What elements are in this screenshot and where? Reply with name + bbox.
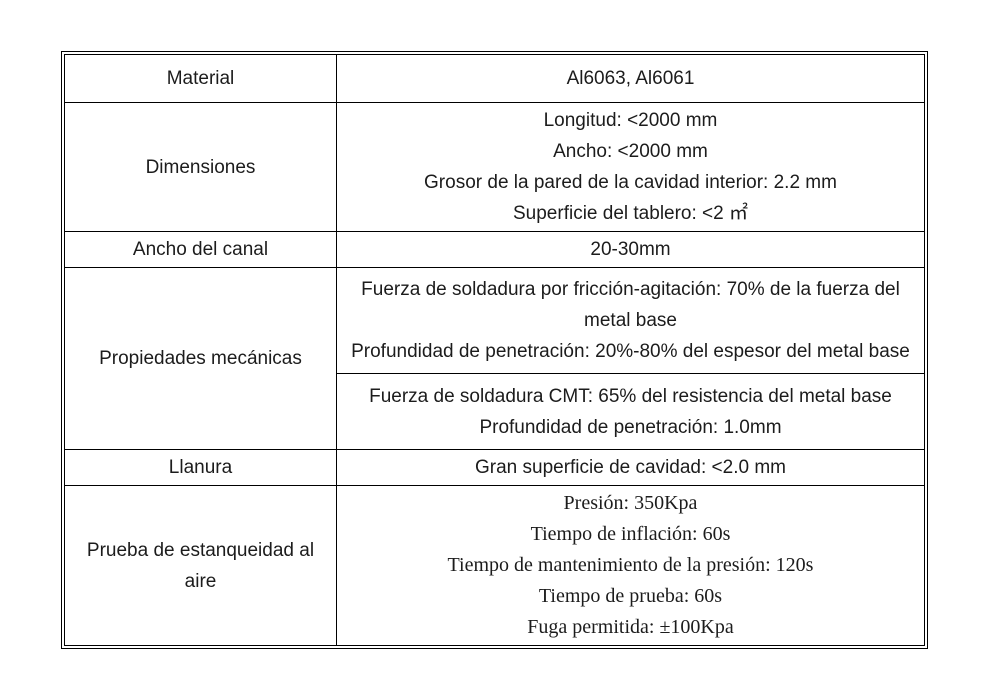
propiedades-cmt-line: Fuerza de soldadura CMT: 65% del resiste… bbox=[369, 385, 892, 407]
propiedades-friccion-cell: Fuerza de soldadura por fricción-agitaci… bbox=[336, 267, 925, 374]
prueba-line: Presión: 350Kpa bbox=[563, 492, 698, 514]
llanura-label-cell: Llanura bbox=[64, 449, 337, 486]
dimensiones-label: Dimensiones bbox=[145, 156, 256, 178]
dimensiones-line: Ancho: <2000 mm bbox=[553, 141, 708, 162]
prueba-line: Tiempo de mantenimiento de la presión: 1… bbox=[447, 554, 814, 576]
prueba-label: Prueba de estanqueidad al aire bbox=[86, 539, 315, 592]
prueba-line: Fuga permitida: ±100Kpa bbox=[527, 616, 734, 638]
material-value: Al6063, Al6061 bbox=[566, 68, 695, 89]
table-row: Dimensiones Longitud: <2000 mm Ancho: <2… bbox=[64, 102, 925, 232]
propiedades-friccion-line: Profundidad de penetración: 20%-80% del … bbox=[351, 341, 910, 362]
llanura-label: Llanura bbox=[168, 457, 233, 478]
llanura-value-cell: Gran superficie de cavidad: <2.0 mm bbox=[336, 449, 925, 486]
prueba-label-cell: Prueba de estanqueidad al aire bbox=[64, 485, 337, 646]
dimensiones-value-cell: Longitud: <2000 mm Ancho: <2000 mm Groso… bbox=[336, 102, 925, 232]
ancho-canal-label: Ancho del canal bbox=[132, 239, 269, 260]
material-label-cell: Material bbox=[64, 54, 337, 103]
ancho-canal-label-cell: Ancho del canal bbox=[64, 231, 337, 268]
prueba-line: Tiempo de prueba: 60s bbox=[538, 585, 723, 607]
llanura-value: Gran superficie de cavidad: <2.0 mm bbox=[474, 457, 786, 478]
table-row: Propiedades mecánicas Fuerza de soldadur… bbox=[64, 267, 925, 450]
dimensiones-line: Grosor de la pared de la cavidad interio… bbox=[424, 172, 837, 193]
table-row: Prueba de estanqueidad al aire Presión: … bbox=[64, 485, 925, 646]
spec-table-outer-border: Material Al6063, Al6061 Dimensiones Long… bbox=[61, 51, 928, 649]
material-value-cell: Al6063, Al6061 bbox=[336, 54, 925, 103]
ancho-canal-value-cell: 20-30mm bbox=[336, 231, 925, 268]
prueba-value-cell: Presión: 350Kpa Tiempo de inflación: 60s… bbox=[336, 485, 925, 646]
propiedades-friccion-line: Fuerza de soldadura por fricción-agitaci… bbox=[361, 279, 900, 331]
propiedades-cmt-cell: Fuerza de soldadura CMT: 65% del resiste… bbox=[336, 373, 925, 450]
propiedades-label: Propiedades mecánicas bbox=[99, 348, 302, 369]
table-row: Ancho del canal 20-30mm bbox=[64, 231, 925, 268]
table-row: Material Al6063, Al6061 bbox=[64, 54, 925, 103]
dimensiones-label-cell: Dimensiones bbox=[64, 102, 337, 232]
table-row: Fuerza de soldadura CMT: 65% del resiste… bbox=[65, 373, 925, 450]
propiedades-label-cell: Propiedades mecánicas bbox=[64, 267, 337, 450]
material-label: Material bbox=[166, 68, 235, 89]
table-row: Llanura Gran superficie de cavidad: <2.0… bbox=[64, 449, 925, 486]
propiedades-cmt-line: Profundidad de penetración: 1.0mm bbox=[479, 416, 782, 438]
dimensiones-line: Longitud: <2000 mm bbox=[543, 110, 718, 131]
ancho-canal-value: 20-30mm bbox=[590, 239, 671, 260]
spec-table: Material Al6063, Al6061 Dimensiones Long… bbox=[64, 54, 925, 646]
dimensiones-line: Superficie del tablero: <2 ㎡ bbox=[513, 203, 748, 224]
prueba-line: Tiempo de inflación: 60s bbox=[530, 523, 731, 545]
